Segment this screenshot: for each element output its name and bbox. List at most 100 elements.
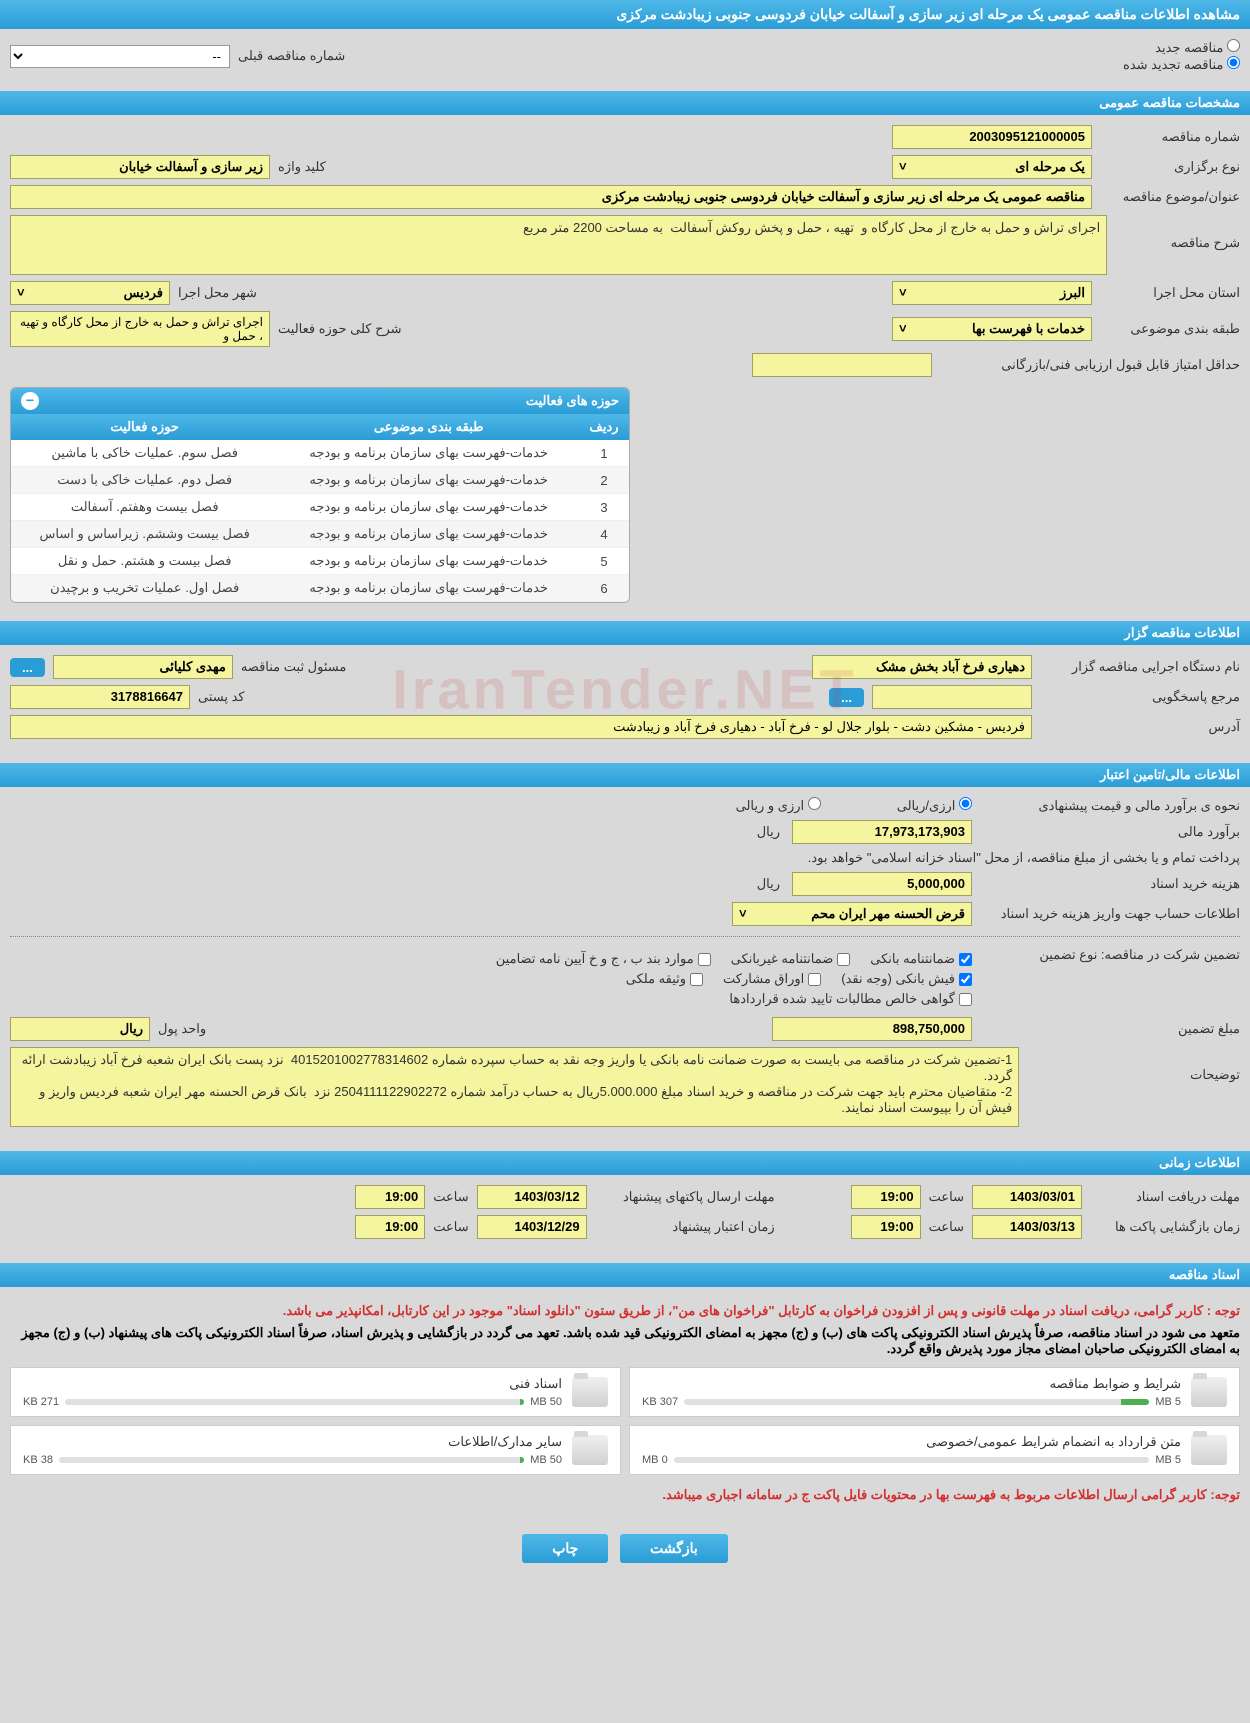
cb-net-claims[interactable]: گواهی خالص مطالبات تایید شده قراردادها <box>729 991 972 1007</box>
receive-date[interactable]: 1403/03/01 <box>972 1185 1082 1209</box>
open-hour[interactable]: 19:00 <box>851 1215 921 1239</box>
rial-unit-1: ریال <box>757 824 780 840</box>
prev-number-select[interactable]: -- <box>10 45 230 68</box>
table-row: 4خدمات-فهرست بهای سازمان برنامه و بودجهف… <box>11 521 629 548</box>
doc-tile[interactable]: شرایط و ضوابط مناقصه 5 MB 307 KB <box>629 1367 1240 1417</box>
postal-label: کد پستی <box>198 689 245 705</box>
doc-max: 5 MB <box>1155 1454 1181 1466</box>
docs-notice-1: توجه : کاربر گرامی، دریافت اسناد در مهلت… <box>10 1303 1240 1319</box>
receive-hour[interactable]: 19:00 <box>851 1185 921 1209</box>
finance-notes-label: توضیحات <box>1027 1047 1240 1083</box>
radio-fx-and-rial[interactable]: ارزی و ریالی <box>736 797 821 814</box>
city-label: شهر محل اجرا <box>178 285 257 301</box>
inquiry-more-button[interactable]: ... <box>829 688 864 707</box>
city-select[interactable]: فردیس˅ <box>10 281 170 305</box>
province-label: استان محل اجرا <box>1100 285 1240 301</box>
validity-date[interactable]: 1403/12/29 <box>477 1215 587 1239</box>
province-select[interactable]: البرز˅ <box>892 281 1092 305</box>
deposit-account-select[interactable]: قرض الحسنه مهر ایران محم˅ <box>732 902 972 926</box>
doc-title: سایر مدارک/اطلاعات <box>23 1434 562 1450</box>
doc-progress <box>684 1399 1149 1405</box>
page-title: مشاهده اطلاعات مناقصه عمومی یک مرحله ای … <box>0 0 1250 29</box>
cb-participation-papers[interactable]: اوراق مشارکت <box>723 971 821 987</box>
radio-renewed-label: مناقصه تجدید شده <box>1123 57 1223 72</box>
money-unit-field: ریال <box>10 1017 150 1041</box>
doc-size: 307 KB <box>642 1396 678 1408</box>
keyword-label: کلید واژه <box>278 159 326 175</box>
agency-field: دهیاری فرخ آباد بخش مشک <box>812 655 1032 679</box>
section-finance: اطلاعات مالی/تامین اعتبار <box>0 763 1250 787</box>
agency-label: نام دستگاه اجرایی مناقصه گزار <box>1040 659 1240 675</box>
address-field: فردیس - مشکین دشت - بلوار جلال لو - فرخ … <box>10 715 1032 739</box>
doc-progress <box>674 1457 1150 1463</box>
back-button[interactable]: بازگشت <box>620 1534 728 1563</box>
doc-fee-field: 5,000,000 <box>792 872 972 896</box>
section-docs: اسناد مناقصه <box>0 1263 1250 1287</box>
print-button[interactable]: چاپ <box>522 1534 608 1563</box>
holding-type-label: نوع برگزاری <box>1100 159 1240 175</box>
submit-hour[interactable]: 19:00 <box>355 1185 425 1209</box>
radio-fx-rial[interactable]: ارزی/ریالی <box>897 797 972 814</box>
cb-bank-guarantee[interactable]: ضمانتنامه بانکی <box>870 951 972 967</box>
table-row: 3خدمات-فهرست بهای سازمان برنامه و بودجهف… <box>11 494 629 521</box>
guarantee-label: تضمین شرکت در مناقصه: نوع تضمین <box>980 947 1240 963</box>
min-score-label: حداقل امتیاز قابل قبول ارزیابی فنی/بازرگ… <box>940 357 1240 373</box>
reg-officer-field: مهدی کلیائی <box>53 655 233 679</box>
desc-label: شرح مناقصه <box>1115 215 1240 251</box>
guarantee-amount-label: مبلغ تضمین <box>980 1021 1240 1037</box>
doc-tile[interactable]: سایر مدارک/اطلاعات 50 MB 38 KB <box>10 1425 621 1475</box>
subject-class-select[interactable]: خدمات با فهرست بها˅ <box>892 317 1092 341</box>
section-organizer: اطلاعات مناقصه گزار <box>0 621 1250 645</box>
col-row: ردیف <box>579 414 629 440</box>
doc-tile[interactable]: متن قرارداد به انضمام شرایط عمومی/خصوصی … <box>629 1425 1240 1475</box>
hour-label-1: ساعت <box>929 1189 964 1205</box>
submit-date[interactable]: 1403/03/12 <box>477 1185 587 1209</box>
subject-class-label: طبقه بندی موضوعی <box>1100 321 1240 337</box>
collapse-icon[interactable]: − <box>21 392 39 410</box>
docs-notice-3: توجه: کاربر گرامی ارسال اطلاعات مربوط به… <box>10 1487 1240 1503</box>
validity-hour[interactable]: 19:00 <box>355 1215 425 1239</box>
col-scope: حوزه فعالیت <box>11 414 278 440</box>
holding-type-select[interactable]: یک مرحله ای˅ <box>892 155 1092 179</box>
cb-regulation-items[interactable]: موارد بند ب ، ج و خ آیین نامه تضامین <box>496 951 711 967</box>
open-date[interactable]: 1403/03/13 <box>972 1215 1082 1239</box>
cb-property-collateral[interactable]: وثیقه ملکی <box>626 971 703 987</box>
doc-progress <box>65 1399 524 1405</box>
money-unit-label: واحد پول <box>158 1021 206 1037</box>
folder-icon <box>572 1377 608 1407</box>
doc-max: 50 MB <box>530 1396 562 1408</box>
table-row: 1خدمات-فهرست بهای سازمان برنامه و بودجهف… <box>11 440 629 467</box>
treasury-note: پرداخت تمام و یا بخشی از مبلغ مناقصه، از… <box>808 850 1240 866</box>
doc-max: 50 MB <box>530 1454 562 1466</box>
col-class: طبقه بندی موضوعی <box>278 414 579 440</box>
subject-field: مناقصه عمومی یک مرحله ای زیر سازی و آسفا… <box>10 185 1092 209</box>
finance-notes-textarea[interactable] <box>10 1047 1019 1127</box>
cb-nonbank-guarantee[interactable]: ضمانتنامه غیربانکی <box>731 951 851 967</box>
doc-tile[interactable]: اسناد فنی 50 MB 271 KB <box>10 1367 621 1417</box>
radio-renewed-tender[interactable]: مناقصه تجدید شده <box>1123 57 1240 72</box>
folder-icon <box>1191 1435 1227 1465</box>
receive-label: مهلت دریافت اسناد <box>1090 1189 1240 1205</box>
activity-table: ردیف طبقه بندی موضوعی حوزه فعالیت 1خدمات… <box>11 414 629 602</box>
desc-textarea[interactable] <box>10 215 1107 275</box>
doc-max: 5 MB <box>1155 1396 1181 1408</box>
submit-label: مهلت ارسال پاکتهای پیشنهاد <box>595 1189 775 1205</box>
prev-number-label: شماره مناقصه قبلی <box>238 48 345 64</box>
deposit-account-label: اطلاعات حساب جهت واریز هزینه خرید اسناد <box>980 906 1240 922</box>
doc-title: متن قرارداد به انضمام شرایط عمومی/خصوصی <box>642 1434 1181 1450</box>
guarantee-amount-field: 898,750,000 <box>772 1017 972 1041</box>
radio-new-tender[interactable]: مناقصه جدید <box>1155 40 1240 55</box>
table-row: 2خدمات-فهرست بهای سازمان برنامه و بودجهف… <box>11 467 629 494</box>
cb-cash-receipt[interactable]: فیش بانکی (وجه نقد) <box>841 971 972 987</box>
min-score-field[interactable] <box>752 353 932 377</box>
table-row: 6خدمات-فهرست بهای سازمان برنامه و بودجهف… <box>11 575 629 602</box>
inquiry-field[interactable] <box>872 685 1032 709</box>
doc-size: 271 KB <box>23 1396 59 1408</box>
officer-more-button[interactable]: ... <box>10 658 45 677</box>
doc-progress <box>59 1457 524 1463</box>
doc-title: شرایط و ضوابط مناقصه <box>642 1376 1181 1392</box>
folder-icon <box>572 1435 608 1465</box>
method-label: نحوه ی برآورد مالی و قیمت پیشنهادی <box>980 798 1240 814</box>
address-label: آدرس <box>1040 719 1240 735</box>
folder-icon <box>1191 1377 1227 1407</box>
